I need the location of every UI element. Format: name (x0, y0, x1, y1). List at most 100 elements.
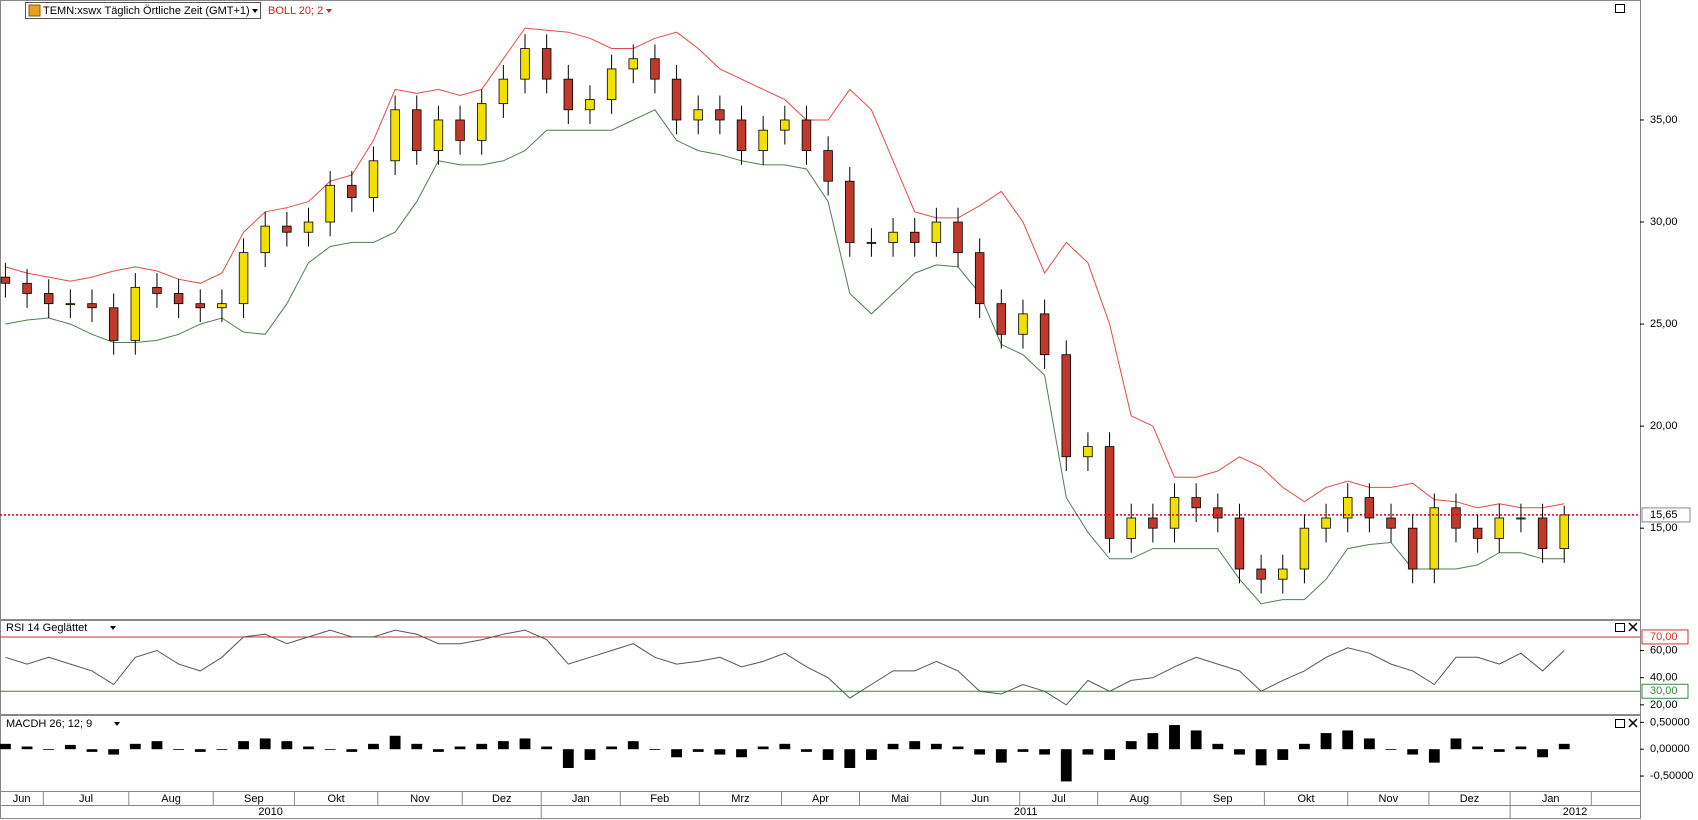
x-tick-label: Jul (1052, 793, 1066, 805)
histogram-bar (844, 749, 856, 768)
dropdown-arrow[interactable] (114, 722, 120, 726)
histogram-bar (173, 749, 185, 751)
x-tick-label: Apr (812, 793, 829, 805)
histogram-bar (714, 749, 726, 755)
bollinger-lower (5, 109, 1565, 605)
histogram-bar (0, 743, 11, 750)
candle-body (715, 109, 725, 121)
histogram-bar (43, 749, 55, 751)
candle-body (498, 78, 509, 105)
histogram-bar (692, 749, 704, 752)
maximize-button[interactable] (1615, 4, 1625, 13)
candle-body (1516, 517, 1526, 520)
histogram-bar (1125, 741, 1137, 750)
x-tick-label: Dez (492, 793, 512, 805)
histogram-bar (736, 749, 747, 758)
histogram-bar (584, 749, 596, 760)
candle-body (1104, 446, 1115, 539)
rsi-title[interactable]: RSI 14 Geglättet (6, 622, 87, 634)
histogram-bar (866, 749, 877, 760)
candle-body (1039, 313, 1050, 356)
histogram-bar (757, 746, 769, 750)
histogram-bar (1039, 749, 1051, 755)
symbol-title[interactable]: TEMN:xswx Täglich Örtliche Zeit (GMT+1) (43, 5, 250, 17)
bollinger-upper (5, 27, 1565, 509)
current-price-box (1641, 507, 1691, 523)
candle-body (845, 180, 855, 243)
x-tick-label: Nov (410, 793, 430, 805)
candle-body (909, 231, 920, 243)
macd-title[interactable]: MACDH 26; 12; 9 (6, 718, 92, 730)
histogram-bar (562, 749, 574, 768)
histogram-bar (64, 744, 76, 750)
x-tick-label: Aug (1130, 793, 1150, 805)
candle-body (563, 78, 574, 111)
candle-body (1213, 507, 1223, 519)
histogram-bar (606, 746, 618, 750)
histogram-bar (497, 741, 509, 750)
histogram-bar (1017, 749, 1029, 752)
year-label: 2011 (1014, 806, 1038, 818)
histogram-bar (1472, 746, 1484, 750)
maximize-button[interactable] (1615, 719, 1625, 728)
histogram-bar (1212, 743, 1224, 750)
maximize-button[interactable] (1615, 623, 1625, 632)
histogram-bar (1234, 749, 1245, 755)
candle-body (1061, 354, 1072, 458)
x-tick-label: Jun (13, 793, 31, 805)
histogram-bar (779, 743, 791, 750)
y-tick-label: 20,00 (1650, 420, 1678, 432)
rsi-level-box (1641, 629, 1689, 645)
indicator-label[interactable]: BOLL 20; 2 (268, 5, 323, 17)
x-tick-label: Mrz (731, 793, 749, 805)
candle-body (1494, 517, 1505, 539)
year-label: 2012 (1563, 806, 1587, 818)
y-tick-label: -0,50000 (1650, 770, 1693, 782)
candle-body (1169, 497, 1180, 529)
rsi-level-label: 30,00 (1650, 685, 1678, 697)
histogram-bar (151, 741, 163, 750)
histogram-bar (433, 749, 444, 752)
dropdown-arrow[interactable] (252, 9, 258, 13)
current-price-label: 15,65 (1650, 509, 1678, 521)
candle-body (1256, 568, 1266, 580)
candle-body (1451, 507, 1461, 529)
candle-body (996, 303, 1007, 335)
candle-body (823, 150, 833, 182)
histogram-bar (1407, 749, 1419, 755)
histogram-bar (801, 749, 812, 752)
candle-body (1386, 517, 1396, 529)
candle-body (1321, 517, 1331, 529)
dropdown-arrow[interactable] (110, 626, 116, 630)
symbol-box[interactable] (25, 2, 261, 19)
histogram-bar (368, 743, 379, 750)
y-tick-label: 25,00 (1650, 318, 1678, 330)
histogram-bar (1320, 733, 1332, 750)
histogram-bar (108, 749, 120, 755)
x-tick-label: Sep (1213, 793, 1233, 805)
histogram-bar (129, 743, 141, 750)
close-button[interactable] (1628, 622, 1638, 632)
histogram-bar (1147, 733, 1159, 750)
dropdown-arrow[interactable] (326, 9, 332, 13)
x-tick-label: Jan (1542, 793, 1560, 805)
candle-body (1234, 517, 1245, 570)
histogram-bar (86, 749, 98, 752)
histogram-bar (1558, 743, 1570, 750)
candle-body (217, 303, 227, 309)
candle-body (108, 307, 119, 341)
candle-body (1278, 568, 1288, 580)
histogram-bar (1428, 749, 1440, 763)
histogram-bar (324, 749, 336, 751)
candle-body (1018, 313, 1028, 335)
x-tick-label: Sep (244, 793, 264, 805)
x-tick-label: Mai (891, 793, 909, 805)
rsi-panel (0, 620, 1641, 715)
candle-body (1559, 514, 1569, 550)
close-button[interactable] (1628, 718, 1638, 728)
histogram-bar (1277, 749, 1289, 760)
histogram-bar (671, 749, 682, 758)
candle-body (87, 303, 97, 309)
